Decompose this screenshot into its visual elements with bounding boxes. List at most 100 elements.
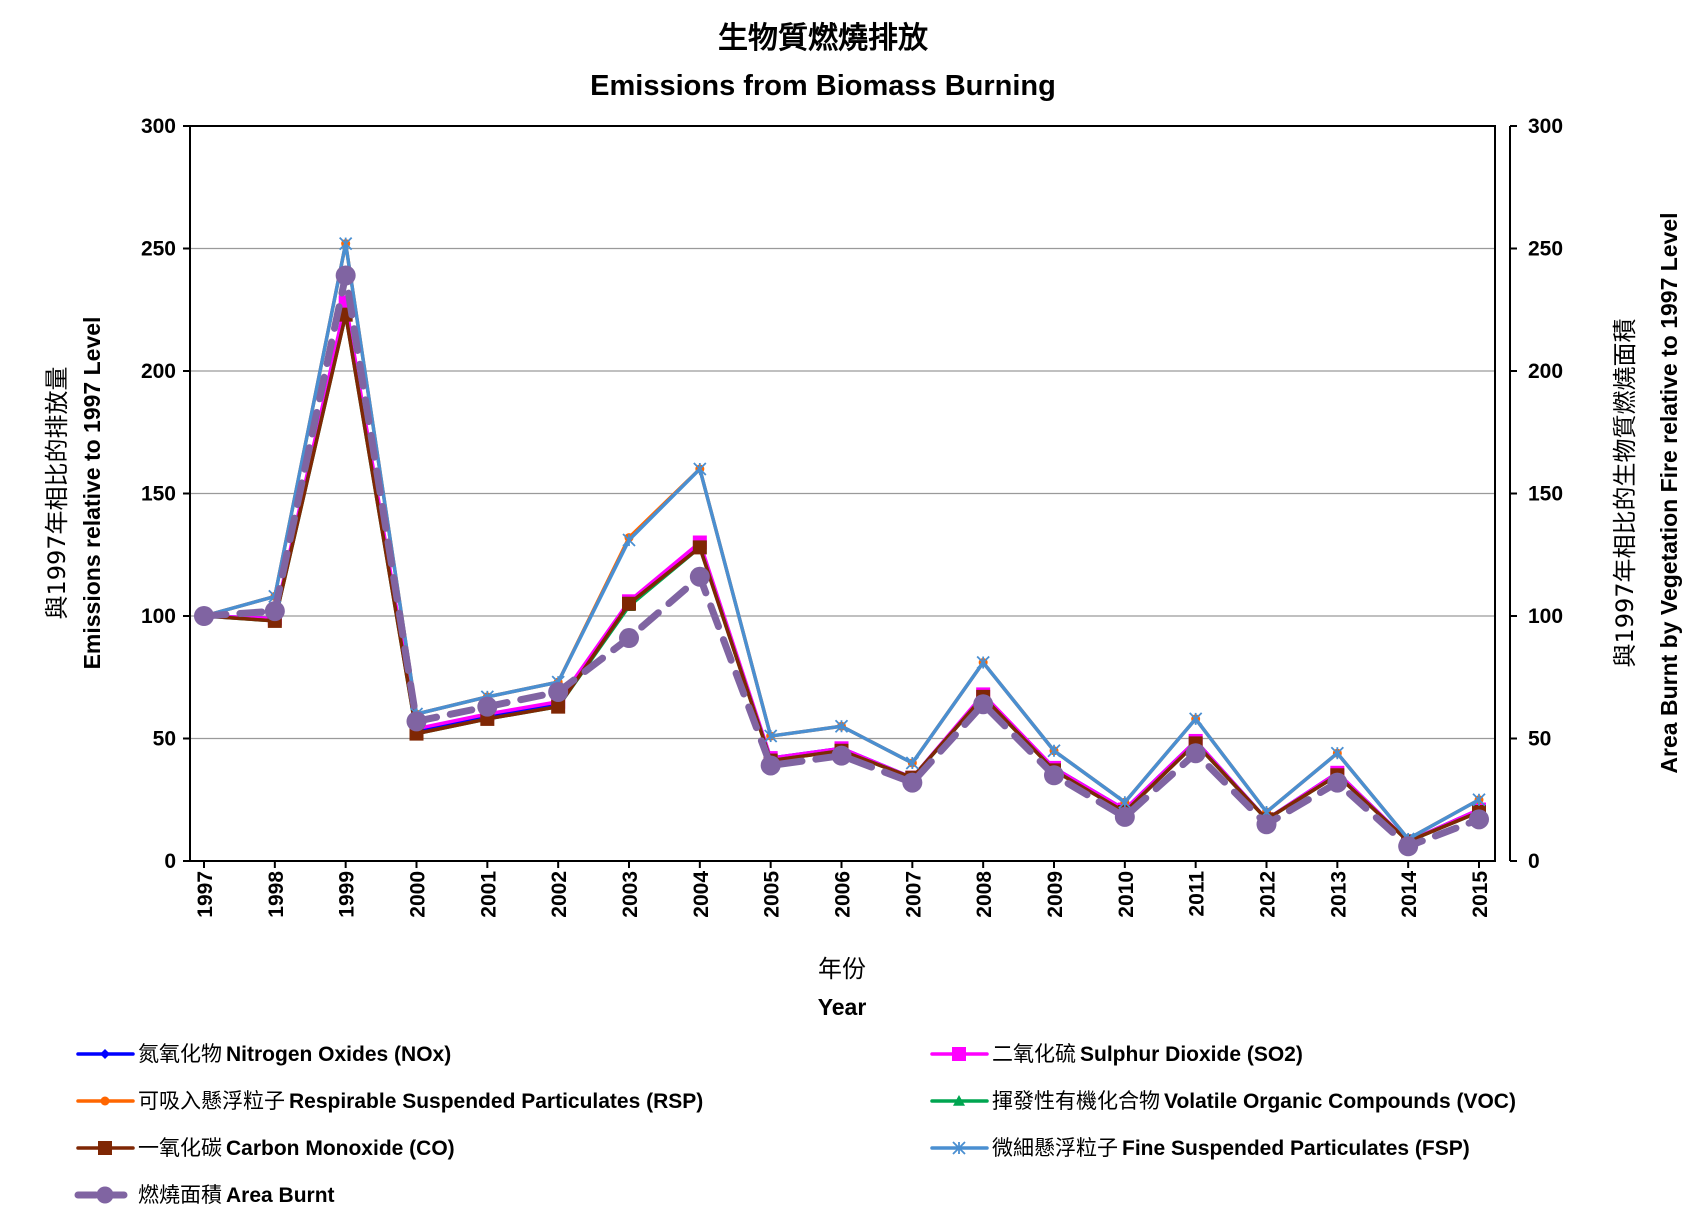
data-point-marker (1330, 746, 1344, 760)
y-tick-label-right: 150 (1528, 483, 1563, 506)
legend-label-en: Area Burnt (226, 1184, 335, 1207)
legend-label: 一氧化碳 Carbon Monoxide (CO) (138, 1136, 455, 1160)
legend-label: 微細懸浮粒子 Fine Suspended Particulates (FSP) (992, 1136, 1470, 1160)
x-tick-label: 1998 (265, 871, 288, 918)
y-tick-label-left: 0 (164, 850, 176, 873)
data-point-marker (1185, 743, 1206, 764)
legend-item: 揮發性有機化合物 Volatile Organic Compounds (VOC) (930, 1089, 1516, 1113)
legend-item: 氮氧化物 Nitrogen Oxides (NOx) (76, 1042, 451, 1066)
y-tick-label-right: 0 (1528, 850, 1540, 873)
y-axis-label-left-en: Emissions relative to 1997 Level (79, 317, 105, 670)
data-point-marker (406, 711, 427, 732)
series-7 (194, 265, 1489, 857)
x-tick-label: 2011 (1186, 871, 1209, 917)
x-tick-label: 2012 (1257, 871, 1280, 918)
legend-label-zh: 可吸入懸浮粒子 (138, 1089, 285, 1113)
legend-label-en: Nitrogen Oxides (NOx) (226, 1043, 451, 1066)
data-point-marker (98, 1141, 112, 1155)
x-tick-label: 2009 (1044, 871, 1067, 918)
y-tick-label-left: 200 (141, 360, 176, 383)
legend-label: 燃燒面積 Area Burnt (138, 1183, 335, 1207)
data-point-marker (952, 1141, 966, 1155)
data-point-marker (100, 1096, 110, 1106)
x-tick-label: 2013 (1327, 871, 1350, 918)
chart-title-zh: 生物質燃燒排放 (718, 21, 929, 56)
data-point-marker (619, 628, 639, 649)
x-tick-label: 2007 (902, 871, 925, 918)
y-tick-label-left: 50 (153, 728, 176, 751)
data-point-marker (477, 696, 498, 717)
y-tick-label-right: 50 (1528, 728, 1551, 751)
data-point-marker (764, 729, 778, 743)
data-point-marker (1327, 772, 1348, 793)
data-point-marker (1118, 795, 1132, 809)
x-tick-label: 2004 (690, 871, 713, 918)
y-tick-label-left: 250 (141, 238, 176, 261)
data-point-marker (551, 699, 566, 714)
data-point-marker (96, 1186, 114, 1204)
legend-label-en: Volatile Organic Compounds (VOC) (1164, 1090, 1516, 1113)
data-point-marker (834, 719, 849, 733)
x-tick-label: 2005 (761, 871, 784, 918)
y-tick-label-right: 300 (1528, 115, 1563, 138)
legend-label-zh: 微細懸浮粒子 (992, 1136, 1118, 1160)
x-tick-label: 2000 (407, 871, 430, 918)
data-point-marker (1256, 814, 1277, 835)
right-y-ticks: 0 50 100 150 200 250 300 (1510, 115, 1563, 873)
x-ticks: 1997 1998 1999 2000 2001 2002 2003 2004 2005 2006… (194, 861, 1492, 918)
x-tick-label: 1999 (336, 871, 359, 918)
data-point-marker (622, 533, 636, 547)
legend-label-zh: 氮氧化物 (138, 1042, 222, 1066)
data-point-marker (692, 540, 707, 555)
legend-label-en: Fine Suspended Particulates (FSP) (1122, 1137, 1470, 1160)
data-point-marker (100, 1049, 110, 1059)
legend-item: 微細懸浮粒子 Fine Suspended Particulates (FSP) (930, 1136, 1470, 1160)
data-point-marker (1044, 765, 1064, 786)
legend-label: 可吸入懸浮粒子 Respirable Suspended Particulates… (138, 1089, 703, 1113)
data-point-marker (693, 462, 707, 476)
legend-label: 揮發性有機化合物 Volatile Organic Compounds (VOC) (992, 1089, 1516, 1113)
data-point-marker (953, 1095, 965, 1106)
legend-label: 二氧化硫 Sulphur Dioxide (SO2) (992, 1042, 1303, 1066)
data-point-marker (831, 745, 852, 766)
data-point-marker (902, 772, 923, 793)
data-point-marker (339, 236, 353, 251)
series-layer (194, 236, 1489, 857)
y-tick-label-left: 150 (141, 483, 176, 506)
x-tick-label: 2008 (973, 871, 996, 918)
legend-label-zh: 揮發性有機化合物 (992, 1089, 1160, 1113)
y-tick-label-left: 300 (141, 115, 176, 138)
legend-label-en: Respirable Suspended Particulates (RSP) (289, 1090, 703, 1113)
y-tick-label-left: 100 (141, 605, 176, 628)
data-point-marker (194, 606, 214, 626)
data-point-marker (1469, 809, 1489, 830)
legend: 氮氧化物 Nitrogen Oxides (NOx) 二氧化硫 Sulphur Dio… (74, 1042, 1516, 1207)
x-axis-label-en: Year (818, 994, 867, 1020)
data-point-marker (973, 694, 994, 715)
data-point-marker (1047, 744, 1061, 758)
x-tick-label: 2002 (548, 871, 571, 918)
data-point-marker (264, 601, 285, 622)
data-point-marker (1398, 836, 1419, 857)
legend-label: 氮氧化物 Nitrogen Oxides (NOx) (138, 1042, 451, 1066)
y-axis-label-right-zh: 與1997年相比的生物質燃燒面積 (1611, 318, 1639, 667)
data-point-marker (976, 655, 990, 670)
x-tick-label: 2015 (1469, 871, 1492, 918)
y-tick-label-right: 250 (1528, 238, 1563, 261)
data-point-marker (622, 596, 636, 611)
x-tick-label: 2003 (619, 871, 642, 918)
data-point-marker (1114, 806, 1135, 827)
legend-label-en: Sulphur Dioxide (SO2) (1080, 1043, 1303, 1066)
x-tick-label: 1997 (194, 871, 217, 918)
data-point-marker (760, 755, 781, 776)
legend-item: 一氧化碳 Carbon Monoxide (CO) (76, 1136, 455, 1160)
data-point-marker (1189, 712, 1203, 726)
gridlines (190, 247, 1495, 740)
legend-label-zh: 燃燒面積 (138, 1183, 222, 1207)
left-y-ticks: 0 50 100 150 200 250 300 (141, 115, 190, 873)
legend-item: 燃燒面積 Area Burnt (74, 1183, 335, 1207)
x-tick-label: 2014 (1398, 871, 1421, 918)
x-tick-label: 2010 (1115, 871, 1138, 918)
y-axis-label-left-zh: 與1997年相比的排放量 (43, 366, 71, 619)
